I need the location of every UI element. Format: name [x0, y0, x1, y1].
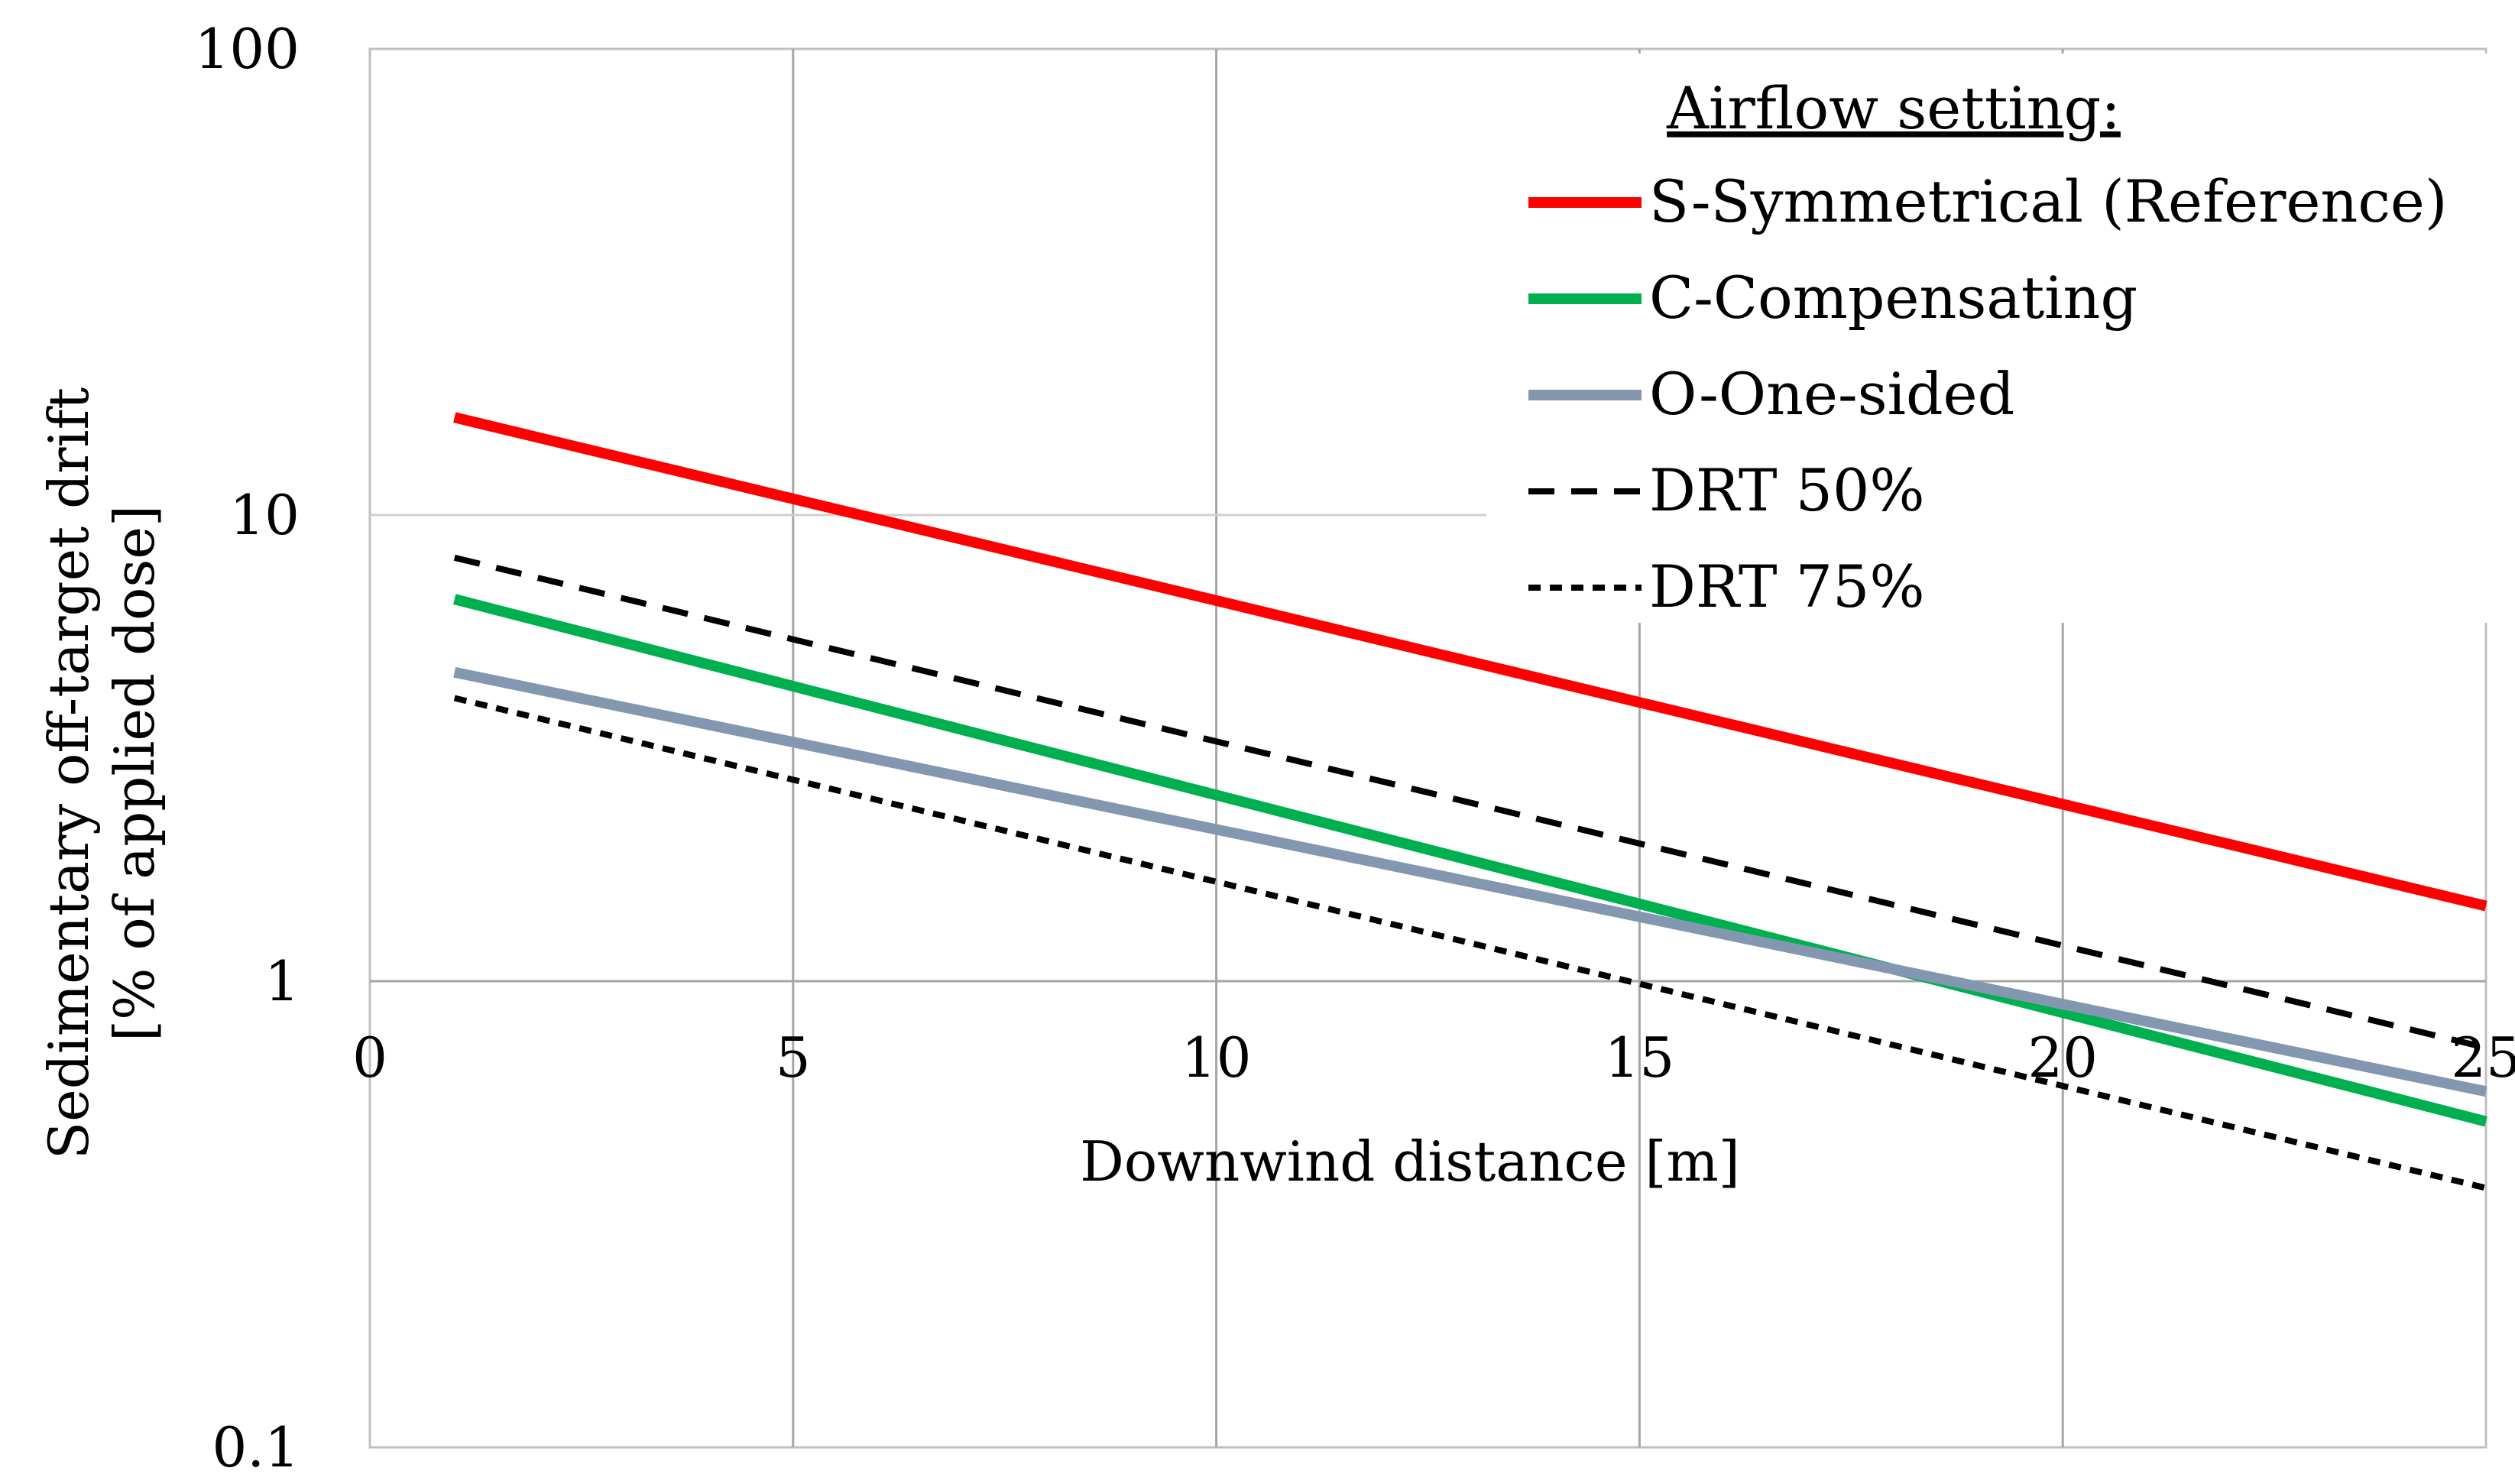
- x-axis-title: Downwind distance [m]: [1080, 1129, 1740, 1194]
- legend: Airflow setting: S-Symmetrical (Referenc…: [1486, 53, 2487, 623]
- tick-labels: 0 5 10 15 20 25 0.1 1 10 100: [195, 17, 2515, 1479]
- legend-label: C-Compensating: [1649, 264, 2137, 332]
- legend-label: O-One-sided: [1649, 360, 2014, 428]
- y-tick-label: 0.1: [212, 1415, 300, 1479]
- legend-label: DRT 75%: [1649, 552, 1925, 620]
- legend-items: S-Symmetrical (Reference) C-Compensating O…: [1528, 167, 2448, 620]
- legend-label: DRT 50%: [1649, 456, 1925, 524]
- series-line: [453, 594, 2487, 1127]
- y-axis-title: Sedimentary off-target drift [% of appli…: [37, 387, 167, 1159]
- legend-background: [1486, 53, 2487, 623]
- x-tick-label: 10: [1181, 1026, 1252, 1090]
- series-line: [453, 412, 2487, 912]
- x-tick-label: 0: [352, 1026, 387, 1090]
- series-lines: [453, 412, 2487, 1191]
- series-line: [453, 695, 2487, 1191]
- series-line: [453, 554, 2487, 1051]
- series-line: [453, 666, 2487, 1097]
- y-axis-title-line1: Sedimentary off-target drift: [37, 387, 101, 1159]
- x-tick-label: 25: [2451, 1026, 2515, 1090]
- x-tick-label: 5: [776, 1026, 811, 1090]
- x-tick-label: 20: [2027, 1026, 2098, 1090]
- legend-label: S-Symmetrical (Reference): [1649, 167, 2448, 235]
- legend-title: Airflow setting:: [1666, 74, 2121, 142]
- y-tick-label: 1: [264, 949, 300, 1013]
- y-axis-title-line2: [% of applied dose]: [102, 505, 167, 1042]
- plot-area-border: [368, 47, 2487, 1449]
- x-tick-label: 15: [1605, 1026, 1675, 1090]
- y-tick-label: 100: [195, 17, 300, 81]
- y-tick-label: 10: [229, 483, 300, 547]
